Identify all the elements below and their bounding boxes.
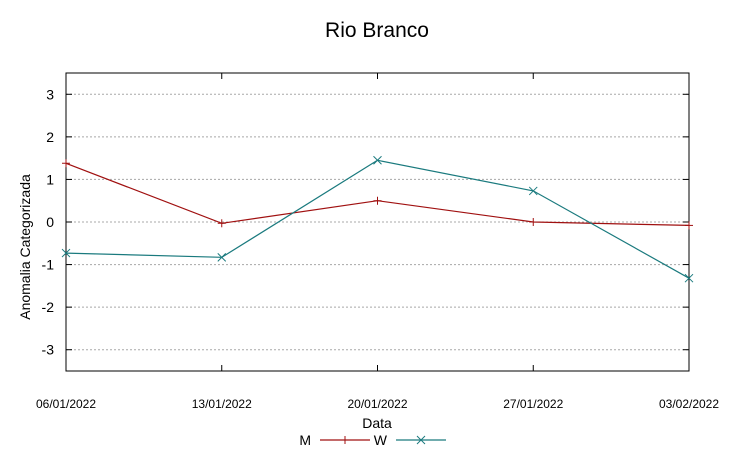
y-tick-label: 2 bbox=[46, 129, 54, 145]
data-point bbox=[217, 252, 227, 262]
data-point bbox=[416, 435, 426, 445]
data-point bbox=[217, 219, 226, 228]
gridlines bbox=[66, 93, 689, 351]
y-axis-ticks: 3 2 1 0 -1 -2 -3 bbox=[42, 86, 689, 358]
y-tick-label: -3 bbox=[42, 342, 55, 358]
legend-item-W: W bbox=[374, 432, 446, 448]
data-point bbox=[61, 248, 71, 258]
data-point bbox=[373, 155, 382, 165]
chart-title: Rio Branco bbox=[325, 19, 429, 42]
series-line-M bbox=[65, 162, 690, 226]
y-tick-label: 1 bbox=[46, 171, 54, 187]
y-tick-label: 3 bbox=[46, 86, 54, 102]
x-tick-label: 27/01/2022 bbox=[503, 397, 563, 411]
y-tick-label: -2 bbox=[42, 299, 55, 315]
legend-item-M: M bbox=[299, 432, 370, 448]
y-tick-label: -1 bbox=[42, 257, 55, 273]
y-axis-label: Anomalia Categorizada bbox=[17, 174, 33, 320]
x-tick-label: 03/02/2022 bbox=[659, 397, 719, 411]
data-point bbox=[341, 436, 349, 444]
x-axis-ticks: 06/01/2022 13/01/2022 20/01/2022 27/01/2022… bbox=[36, 73, 719, 411]
legend-label: W bbox=[374, 432, 388, 448]
data-point bbox=[373, 196, 382, 205]
x-axis-label: Data bbox=[362, 415, 392, 431]
data-point bbox=[684, 273, 694, 283]
data-point bbox=[528, 186, 538, 196]
series-line-W bbox=[65, 159, 690, 279]
data-point bbox=[685, 221, 693, 230]
data-point bbox=[62, 159, 70, 168]
data-point bbox=[529, 218, 538, 226]
x-tick-label: 20/01/2022 bbox=[347, 397, 407, 411]
x-tick-label: 13/01/2022 bbox=[192, 397, 252, 411]
x-tick-label: 06/01/2022 bbox=[36, 397, 96, 411]
legend-label: M bbox=[299, 432, 311, 448]
y-tick-label: 0 bbox=[46, 214, 54, 230]
series-lines bbox=[61, 155, 694, 283]
